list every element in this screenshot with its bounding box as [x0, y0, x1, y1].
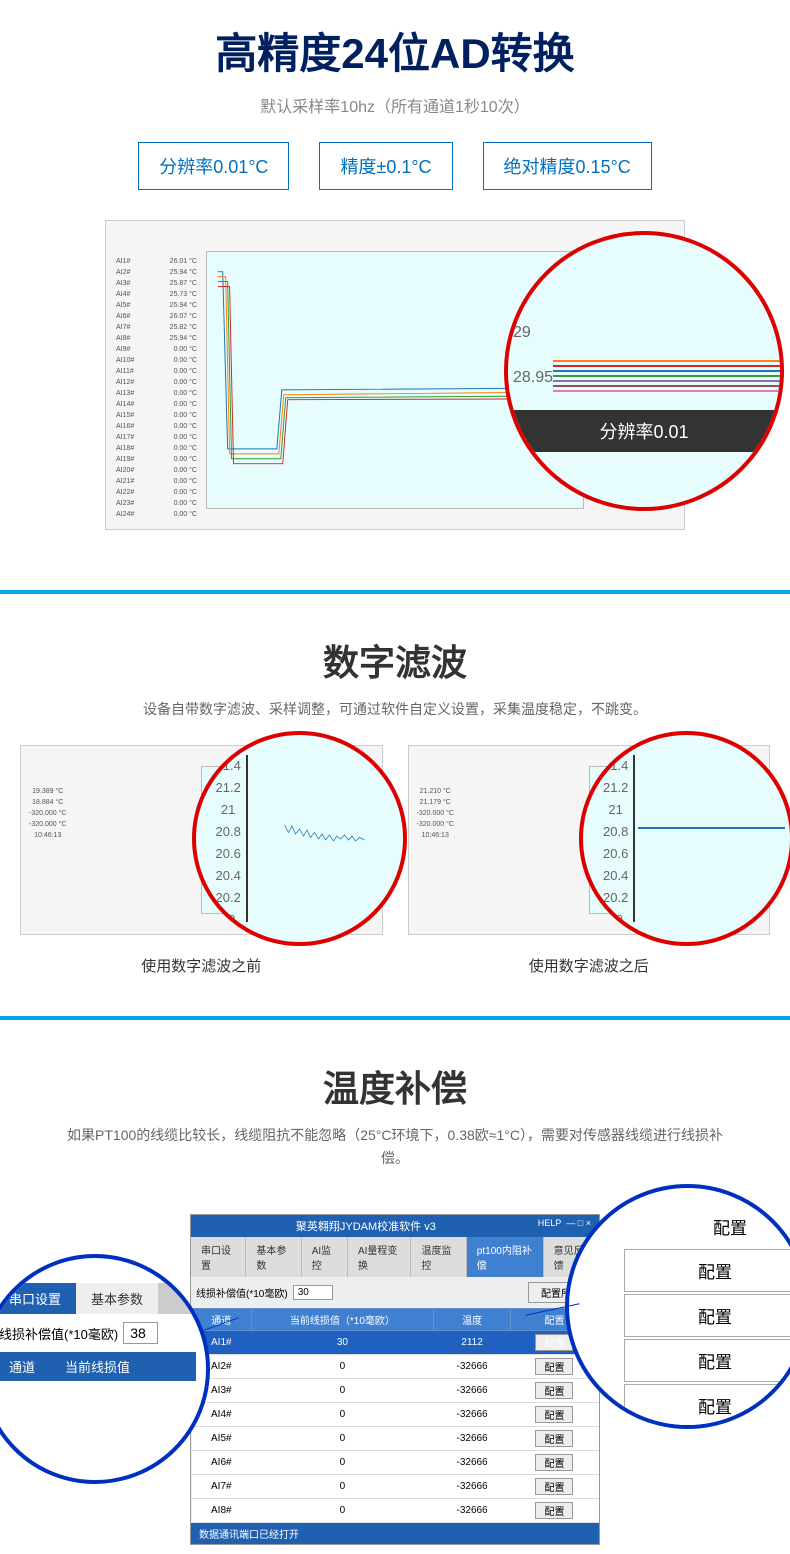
tab-1[interactable]: 基本参数: [246, 1237, 301, 1277]
flat-signal-icon: [638, 827, 785, 829]
help-link[interactable]: HELP: [538, 1218, 562, 1228]
table-row[interactable]: AI1#302112配置: [192, 1331, 599, 1355]
divider-2: [0, 1016, 790, 1020]
section-digital-filter: 数字滤波 设备自带数字滤波、采样调整，可通过软件自定义设置，采集温度稳定，不跳变…: [0, 614, 790, 996]
window-controls[interactable]: — □ ×: [566, 1218, 591, 1228]
config-button[interactable]: 配置: [624, 1294, 790, 1337]
section-temp-compensation: 温度补偿 如果PT100的线缆比较长，线缆阻抗不能忽略（25°C环境下，0.38…: [0, 1040, 790, 1554]
spec-row: 分辨率0.01°C 精度±0.1°C 绝对精度0.15°C: [0, 142, 790, 190]
tab-0[interactable]: 串口设置: [191, 1237, 246, 1277]
left-mag-input[interactable]: 38: [123, 1322, 158, 1344]
tab-4[interactable]: 温度监控: [411, 1237, 466, 1277]
after-sidebar-vals: 21.210 °C21.179 °C-320.000 °C-320.000 °C…: [417, 786, 454, 841]
config-button[interactable]: 配置: [535, 1478, 573, 1495]
config-button[interactable]: 配置: [624, 1339, 790, 1382]
config-button[interactable]: 配置: [535, 1358, 573, 1375]
mag-banner: 分辨率0.01: [508, 410, 780, 452]
magnifier-circle: 52928.9528.985 分辨率0.01: [504, 231, 784, 511]
left-mag-tab1[interactable]: 串口设置: [0, 1283, 76, 1314]
tab-5[interactable]: pt100内阻补偿: [467, 1237, 544, 1277]
label-before: 使用数字滤波之前: [20, 955, 383, 976]
title-s3: 温度补偿: [0, 1060, 790, 1112]
left-mag-th2: 当前线损值: [50, 1352, 145, 1381]
tab-3[interactable]: AI量程变换: [348, 1237, 411, 1277]
compare-row: 19.389 °C18.884 °C-320.000 °C-320.000 °C…: [0, 745, 790, 976]
tab-bar: 串口设置基本参数AI监控AI量程变换温度监控pt100内阻补偿意见反馈: [191, 1237, 599, 1277]
mag-before: 21.421.22120.820.620.420.220: [192, 731, 407, 946]
left-mag-tab2[interactable]: 基本参数: [76, 1283, 158, 1314]
mag-before-ticks: 21.421.22120.820.620.420.220: [216, 755, 241, 931]
divider-1: [0, 590, 790, 594]
table-row[interactable]: AI3#0-32666配置: [192, 1379, 599, 1403]
desc-s3: 如果PT100的线缆比较长，线缆阻抗不能忽略（25°C环境下，0.38欧≈1°C…: [0, 1124, 790, 1169]
right-mag-header: 配置: [624, 1208, 790, 1249]
window-title: 聚英翱翔JYDAM校准软件 v3: [296, 1221, 436, 1233]
table-row[interactable]: AI4#0-32666配置: [192, 1403, 599, 1427]
spec-resolution: 分辨率0.01°C: [138, 142, 289, 190]
channel-list: AI1#26.01 °CAI2#25.94 °CAI3#25.87 °CAI4#…: [114, 256, 199, 520]
tab-2[interactable]: AI监控: [302, 1237, 348, 1277]
app-window-1: AI1#26.01 °CAI2#25.94 °CAI3#25.87 °CAI4#…: [105, 220, 685, 530]
screenshot-main: AI1#26.01 °CAI2#25.94 °CAI3#25.87 °CAI4#…: [0, 220, 790, 530]
config-button[interactable]: 配置: [624, 1249, 790, 1292]
mag-y-ticks: 52928.9528.985: [513, 265, 553, 490]
section-high-precision: 高精度24位AD转换 默认采样率10hz（所有通道1秒10次） 分辨率0.01°…: [0, 0, 790, 570]
subtitle-s1: 默认采样率10hz（所有通道1秒10次）: [0, 93, 790, 117]
before-sidebar-vals: 19.389 °C18.884 °C-320.000 °C-320.000 °C…: [29, 786, 66, 841]
shot-before: 19.389 °C18.884 °C-320.000 °C-320.000 °C…: [20, 745, 383, 935]
mag-after: 21.421.22120.820.620.420.220: [579, 731, 790, 946]
left-mag-label: 线损补偿值(*10毫欧): [0, 1324, 118, 1343]
left-mag-th1: 通道: [0, 1352, 50, 1381]
toolbar: 线损补偿值(*10毫欧) 30 配置所有: [191, 1277, 599, 1308]
compare-after: 21.210 °C21.179 °C-320.000 °C-320.000 °C…: [408, 745, 771, 976]
label-after: 使用数字滤波之后: [408, 955, 771, 976]
config-button[interactable]: 配置: [535, 1382, 573, 1399]
table-row[interactable]: AI6#0-32666配置: [192, 1451, 599, 1475]
desc-s2: 设备自带数字滤波、采样调整，可通过软件自定义设置，采集温度稳定，不跳变。: [0, 698, 790, 720]
config-button[interactable]: 配置: [535, 1430, 573, 1447]
compare-before: 19.389 °C18.884 °C-320.000 °C-320.000 °C…: [20, 745, 383, 976]
compensation-input[interactable]: 30: [293, 1285, 333, 1300]
table-row[interactable]: AI7#0-32666配置: [192, 1475, 599, 1499]
table-row[interactable]: AI5#0-32666配置: [192, 1427, 599, 1451]
table-row[interactable]: AI2#0-32666配置: [192, 1355, 599, 1379]
mag-lines: [553, 360, 780, 395]
status-bar: 数据通讯端口已经打开: [191, 1523, 599, 1544]
right-mag-items: 配置 配置 配置 配置: [624, 1249, 790, 1427]
spec-accuracy: 精度±0.1°C: [319, 142, 452, 190]
magnifier-left: 串口设置 基本参数 线损补偿值(*10毫欧) 38 通道 当前线损值: [0, 1254, 210, 1484]
title-s1: 高精度24位AD转换: [0, 20, 790, 81]
window-titlebar: 聚英翱翔JYDAM校准软件 v3 — □ × HELP: [191, 1215, 599, 1237]
shot-after: 21.210 °C21.179 °C-320.000 °C-320.000 °C…: [408, 745, 771, 935]
noisy-signal-icon: [251, 820, 398, 850]
config-button[interactable]: 配置: [535, 1334, 573, 1351]
config-button[interactable]: 配置: [624, 1384, 790, 1427]
mag-after-ticks: 21.421.22120.820.620.420.220: [603, 755, 628, 931]
spec-abs-accuracy: 绝对精度0.15°C: [483, 142, 652, 190]
config-button[interactable]: 配置: [535, 1454, 573, 1471]
config-button[interactable]: 配置: [535, 1502, 573, 1519]
config-window: 聚英翱翔JYDAM校准软件 v3 — □ × HELP 串口设置基本参数AI监控…: [190, 1214, 600, 1545]
config-button[interactable]: 配置: [535, 1406, 573, 1423]
compensation-label: 线损补偿值(*10毫欧): [196, 1285, 288, 1300]
channel-table: 通道当前线损值（*10毫欧）温度配置 AI1#302112配置AI2#0-326…: [191, 1308, 599, 1523]
temp-comp-layout: 聚英翱翔JYDAM校准软件 v3 — □ × HELP 串口设置基本参数AI监控…: [0, 1194, 790, 1534]
table-row[interactable]: AI8#0-32666配置: [192, 1499, 599, 1523]
title-s2: 数字滤波: [0, 634, 790, 686]
